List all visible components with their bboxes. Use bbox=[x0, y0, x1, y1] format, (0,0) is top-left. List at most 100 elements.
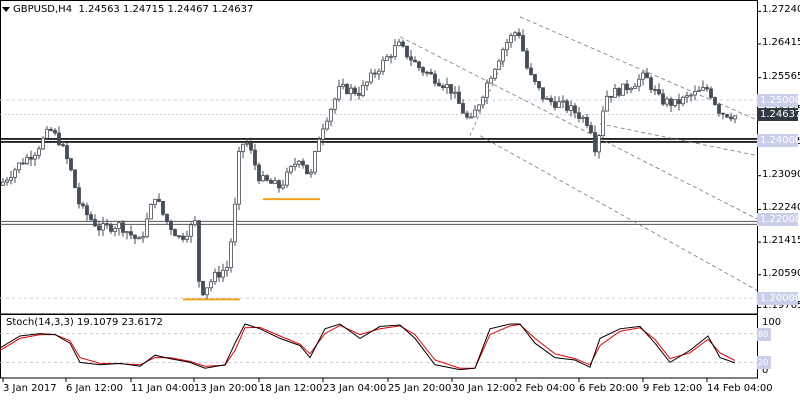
candle bbox=[213, 268, 217, 285]
candle-body bbox=[597, 135, 601, 153]
candle-body bbox=[221, 269, 225, 278]
dropdown-icon[interactable] bbox=[2, 6, 10, 12]
candle bbox=[457, 85, 461, 104]
candle bbox=[125, 231, 129, 240]
candle bbox=[121, 220, 125, 237]
candle-body bbox=[249, 142, 253, 151]
candle bbox=[493, 68, 497, 81]
candle-body bbox=[673, 99, 677, 106]
candle bbox=[525, 47, 529, 70]
candle-body bbox=[345, 83, 349, 95]
candle-body bbox=[177, 235, 181, 238]
candle-body bbox=[569, 105, 573, 111]
candle bbox=[237, 146, 241, 211]
candle-body bbox=[681, 96, 685, 105]
candle bbox=[249, 137, 253, 154]
candle bbox=[113, 225, 117, 237]
price-level-box: 1.20000 bbox=[757, 292, 800, 306]
candle-body bbox=[401, 41, 405, 47]
candle-body bbox=[121, 222, 125, 233]
candle bbox=[349, 83, 353, 101]
candle-body bbox=[141, 236, 145, 239]
candle bbox=[481, 95, 485, 109]
candle bbox=[437, 78, 441, 87]
candle bbox=[145, 212, 149, 239]
candle-body bbox=[605, 95, 609, 112]
candle bbox=[305, 164, 309, 175]
candle-body bbox=[61, 144, 65, 147]
time-tick-label: 2 Feb 04:00 bbox=[516, 383, 576, 394]
candle bbox=[685, 91, 689, 104]
candle bbox=[69, 157, 73, 172]
candle bbox=[101, 216, 105, 237]
candle bbox=[73, 169, 77, 189]
candle-body bbox=[589, 125, 593, 133]
candle-body bbox=[317, 138, 321, 152]
candle-body bbox=[229, 241, 233, 269]
candle bbox=[13, 167, 17, 183]
time-tick-label: 11 Jan 04:00 bbox=[131, 383, 195, 394]
candle bbox=[469, 112, 473, 119]
candle bbox=[109, 222, 113, 234]
candle-body bbox=[285, 171, 289, 186]
candle bbox=[193, 216, 197, 227]
candle-body bbox=[661, 93, 665, 105]
candle-body bbox=[689, 94, 693, 97]
candle bbox=[357, 86, 361, 100]
candle-body bbox=[381, 59, 385, 72]
symbol-label: GBPUSD,H4 bbox=[13, 4, 73, 15]
candle bbox=[589, 121, 593, 135]
candle bbox=[353, 85, 357, 96]
stoch-header: Stoch(14,3,3) 19.1079 23.6172 bbox=[6, 317, 163, 328]
candle bbox=[373, 69, 377, 78]
candle-body bbox=[565, 100, 569, 111]
candle bbox=[661, 89, 665, 107]
candle bbox=[265, 174, 269, 182]
candle bbox=[505, 38, 509, 57]
candle bbox=[81, 201, 85, 209]
price-tick-label: 1.23090 bbox=[762, 168, 800, 180]
candle bbox=[581, 114, 585, 123]
time-tick-label: 13 Jan 20:00 bbox=[194, 383, 258, 394]
candle bbox=[565, 98, 569, 114]
candle bbox=[545, 96, 549, 100]
candle-body bbox=[21, 162, 25, 165]
candle bbox=[269, 178, 273, 184]
candle-body bbox=[169, 221, 173, 230]
candle bbox=[289, 165, 293, 175]
candle-body bbox=[133, 234, 137, 239]
candle bbox=[549, 95, 553, 106]
candle bbox=[89, 211, 93, 222]
candle bbox=[429, 68, 433, 75]
candle bbox=[17, 162, 21, 174]
candle-body bbox=[697, 89, 701, 92]
candle-body bbox=[85, 205, 89, 216]
candle bbox=[513, 30, 517, 42]
candle bbox=[229, 238, 233, 273]
candle bbox=[609, 95, 613, 103]
candle bbox=[33, 152, 37, 166]
candle bbox=[137, 235, 141, 240]
candle bbox=[401, 39, 405, 48]
candle-body bbox=[577, 112, 581, 119]
candle-body bbox=[13, 169, 17, 178]
candle-body bbox=[421, 67, 425, 73]
candle-body bbox=[237, 151, 241, 205]
candle-body bbox=[77, 187, 81, 205]
candle-body bbox=[301, 160, 305, 166]
candle bbox=[97, 220, 101, 237]
candle bbox=[521, 29, 525, 52]
candle-body bbox=[393, 45, 397, 57]
candle bbox=[225, 260, 229, 277]
candle bbox=[721, 112, 725, 120]
candle bbox=[637, 74, 641, 92]
candle-body bbox=[225, 267, 229, 271]
candle bbox=[41, 136, 45, 151]
candle-body bbox=[41, 137, 45, 150]
candle bbox=[141, 231, 145, 243]
candle bbox=[681, 95, 685, 107]
candle bbox=[377, 68, 381, 80]
candle-body bbox=[37, 148, 41, 156]
candle-body bbox=[625, 83, 629, 91]
